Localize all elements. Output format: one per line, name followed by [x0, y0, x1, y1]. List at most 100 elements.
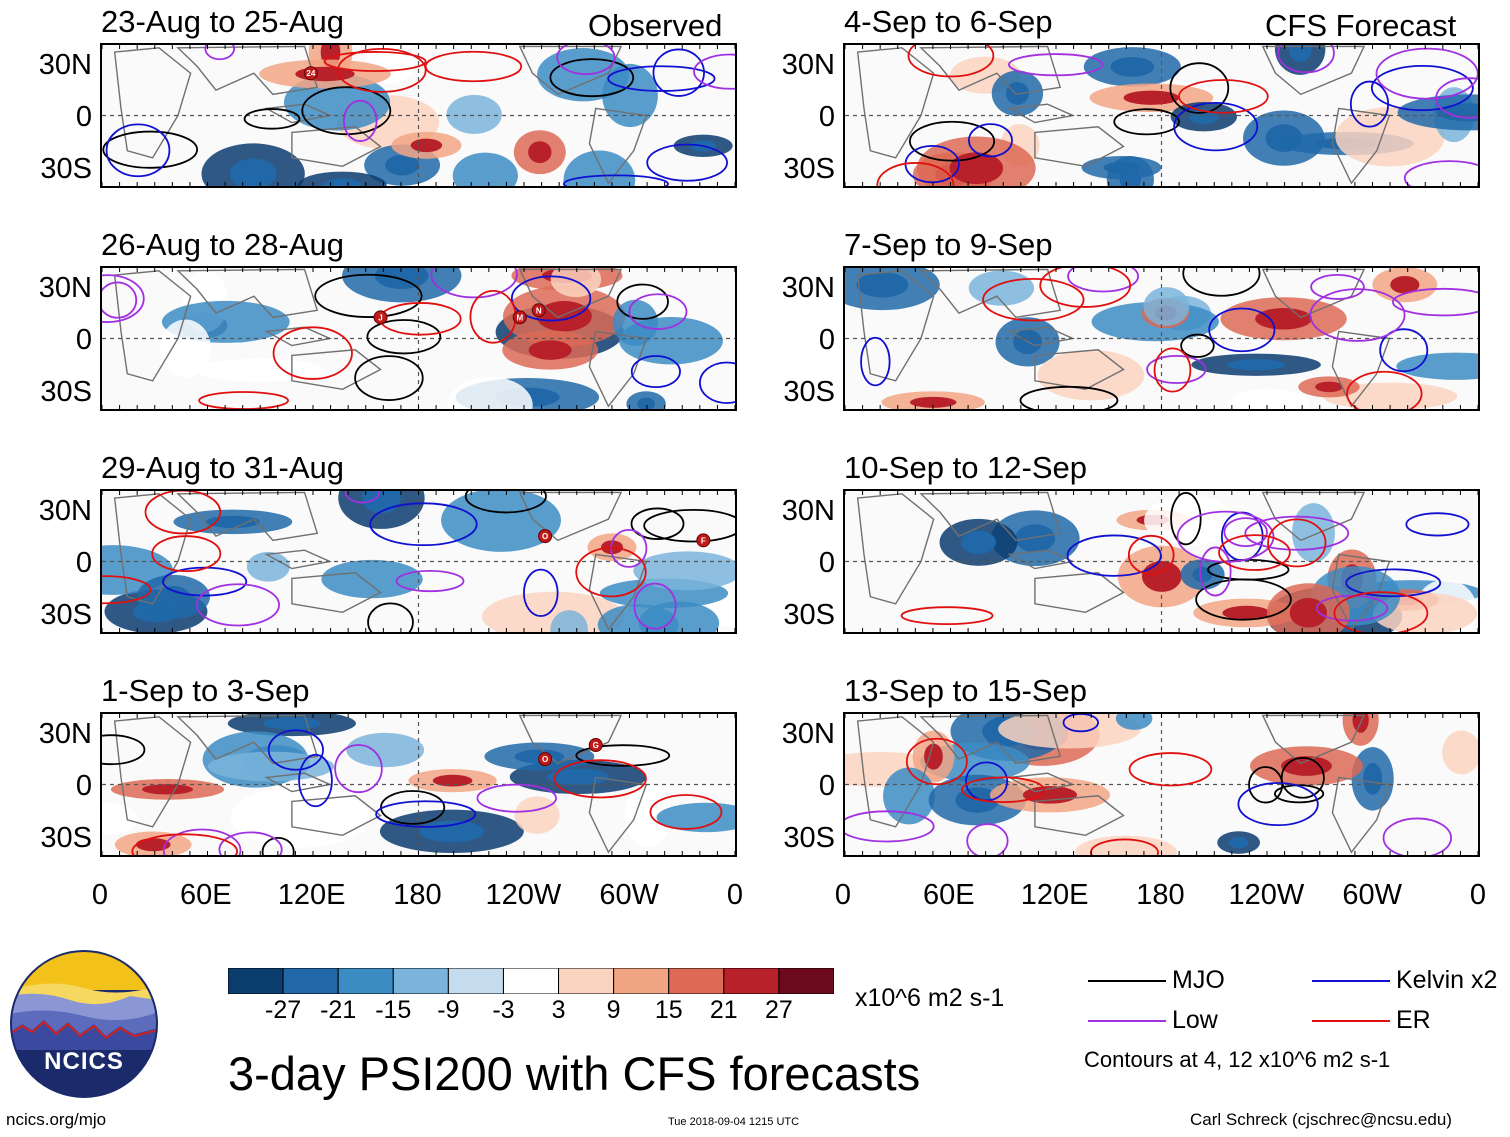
contour-mjo [380, 790, 446, 825]
panel-title: 29-Aug to 31-Aug [101, 450, 345, 485]
legend-line [1312, 1020, 1390, 1022]
storm-marker: 24 [303, 66, 318, 81]
colorbar-tick-label: -9 [437, 996, 460, 1024]
lat-tick-label: 0 [818, 101, 835, 133]
svg-text:M: M [516, 313, 523, 322]
positive-anomaly-core [410, 138, 443, 153]
colorbar-tick-label: -21 [320, 996, 357, 1024]
contour-er [151, 535, 222, 573]
negative-anomaly-shading [563, 150, 636, 186]
contour-kelvin-x2 [630, 355, 681, 389]
contour-kelvin-x2 [105, 123, 171, 178]
coastline [856, 270, 935, 382]
negative-anomaly-core [960, 530, 996, 555]
contour-er [900, 606, 994, 626]
lat-tick-label: 0 [75, 324, 92, 356]
negative-anomaly-shading [656, 802, 735, 833]
coastline [176, 268, 319, 319]
negative-anomaly-shading [441, 491, 561, 552]
colorbar-tick-label: 27 [765, 996, 793, 1024]
negative-anomaly-core [206, 515, 260, 529]
colorbar-swatch [668, 967, 725, 995]
contour-mjo [1248, 766, 1284, 804]
positive-anomaly-shading [1227, 388, 1310, 409]
contour-low [102, 274, 145, 323]
contour-kelvin-x2 [1173, 101, 1259, 152]
contour-low [693, 53, 735, 90]
contour-low [556, 45, 616, 76]
lat-tick-label: 0 [75, 770, 92, 802]
coastline [113, 270, 192, 382]
contour-er [272, 326, 353, 380]
contour-mjo [261, 836, 295, 855]
legend-label: Kelvin x2 [1396, 966, 1498, 994]
coastline [588, 553, 648, 631]
contour-er [131, 833, 239, 855]
svg-text:F: F [701, 536, 706, 545]
negative-anomaly-core [1015, 524, 1056, 553]
contour-mjo [549, 58, 635, 98]
coastline [856, 47, 935, 159]
contour-mjo [1170, 491, 1202, 546]
positive-anomaly-core [1123, 90, 1180, 105]
coastline [856, 716, 935, 828]
contour-low [344, 491, 381, 504]
colorbar-tick-label: 9 [606, 996, 621, 1024]
coastline [1034, 795, 1125, 836]
contour-er [575, 546, 647, 598]
lat-tick-label: 30N [38, 272, 92, 304]
coastline [518, 45, 623, 96]
positive-anomaly-core [1390, 275, 1420, 294]
contour-low [1310, 273, 1365, 300]
negative-anomaly-shading [321, 559, 423, 599]
coastline [113, 493, 192, 605]
contour-mjo [1113, 108, 1180, 136]
contour-low [1309, 288, 1406, 342]
contour-kelvin-x2 [267, 729, 324, 771]
contour-kelvin-x2 [1066, 534, 1162, 577]
legend-label: MJO [1172, 966, 1225, 994]
contour-kelvin-x2 [1379, 328, 1429, 373]
contour-mjo [102, 734, 146, 766]
contour-mjo [354, 355, 424, 401]
legend-line [1312, 980, 1390, 982]
map-panel [843, 266, 1480, 411]
lon-tick-label: 0 [1469, 879, 1487, 911]
negative-anomaly-core [385, 154, 420, 176]
positive-anomaly-core [528, 340, 572, 360]
legend-line [1088, 1020, 1166, 1022]
contour-mjo [301, 86, 392, 136]
positive-anomaly-core [528, 141, 552, 164]
storm-marker: F [696, 533, 711, 548]
positive-anomaly-core [1255, 308, 1313, 330]
colorbar-swatch [227, 967, 284, 995]
colorbar-tick-label: 21 [709, 996, 738, 1024]
contour-low [1223, 517, 1268, 548]
panel-title: 23-Aug to 25-Aug [101, 4, 345, 39]
contour-mjo [616, 283, 669, 320]
ncics-logo: NCICS [10, 950, 158, 1098]
contour-er [144, 491, 222, 535]
coastline [1261, 268, 1366, 319]
contour-low [1277, 45, 1335, 74]
contour-er [961, 776, 1045, 804]
coastline [113, 716, 192, 828]
positive-anomaly-shading [1074, 835, 1177, 855]
contour-kelvin-x2 [1208, 307, 1276, 353]
coastline [291, 572, 382, 613]
coastline [919, 491, 1062, 542]
contour-er [1039, 268, 1132, 308]
contour-kelvin-x2 [510, 275, 592, 322]
contour-low [1391, 287, 1478, 317]
contour-er [907, 45, 995, 78]
footer-url[interactable]: ncics.org/mjo [6, 1110, 107, 1129]
colorbar-tick-label: 3 [551, 996, 566, 1024]
panel-title: 13-Sep to 15-Sep [844, 673, 1088, 708]
negative-anomaly-shading [633, 551, 735, 591]
contour-kelvin-x2 [967, 123, 1013, 158]
negative-anomaly-core [229, 158, 277, 186]
contour-er [1267, 518, 1327, 568]
legend-label: Low [1172, 1006, 1218, 1034]
lat-tick-label: 0 [818, 547, 835, 579]
contour-er [379, 302, 462, 336]
